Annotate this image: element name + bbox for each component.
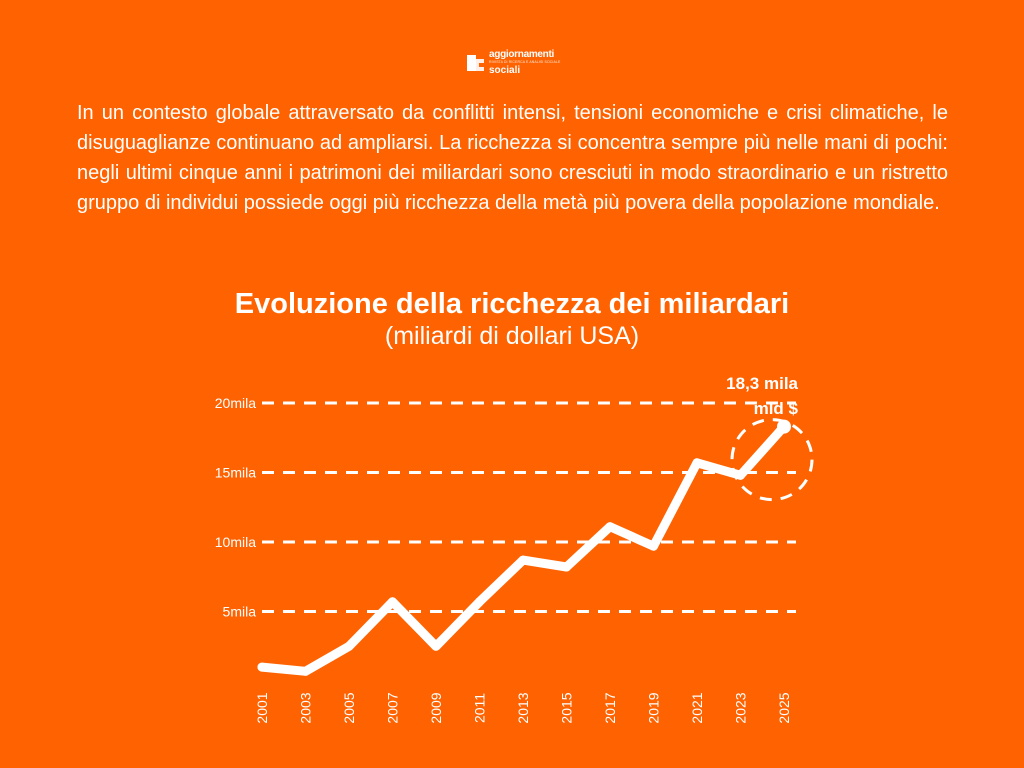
data-point xyxy=(736,470,745,480)
data-point xyxy=(605,522,615,532)
chart-subtitle: (miliardi di dollari USA) xyxy=(384,322,640,350)
data-point xyxy=(388,597,397,607)
data-point xyxy=(777,419,791,434)
highlight-ring xyxy=(730,418,814,502)
y-axis-ticks: 5mila 10mila 15mila 20mila xyxy=(215,395,256,620)
y-tick-label: 20mila xyxy=(215,395,256,411)
intro-paragraph: In un contesto globale attraversato da c… xyxy=(77,102,948,214)
data-point xyxy=(649,541,658,551)
chart-title: Evoluzione della ricchezza dei miliardar… xyxy=(234,288,790,320)
data-point xyxy=(518,555,528,565)
y-tick-label: 15mila xyxy=(215,465,256,481)
data-points xyxy=(257,419,791,676)
x-tick-label: 2015 xyxy=(559,692,575,723)
data-point xyxy=(431,641,441,651)
x-tick-label: 2001 xyxy=(254,692,270,723)
grid-lines xyxy=(262,401,796,613)
x-tick-label: 2003 xyxy=(298,692,314,723)
callout-value: 18,3 mila xyxy=(726,374,798,393)
x-tick-label: 2007 xyxy=(385,692,401,723)
logo-wordmark: aggiornamenti RIVISTA DI RICERCA E ANALI… xyxy=(489,50,560,76)
x-tick-label: 2021 xyxy=(689,692,705,723)
data-point xyxy=(692,458,702,468)
callout-unit: mld $ xyxy=(754,399,799,418)
x-tick-label: 2023 xyxy=(733,692,749,723)
x-tick-label: 2005 xyxy=(341,692,357,723)
data-point xyxy=(301,666,310,676)
logo-line1: aggiornamenti xyxy=(489,49,554,60)
x-tick-label: 2017 xyxy=(602,692,618,723)
data-point xyxy=(257,662,267,672)
y-tick-label: 10mila xyxy=(215,534,256,550)
data-point xyxy=(344,641,354,651)
x-tick-label: 2011 xyxy=(472,693,488,723)
x-tick-label: 2025 xyxy=(776,692,792,723)
publisher-logo: aggiornamenti RIVISTA DI RICERCA E ANALI… xyxy=(466,50,560,76)
y-tick-label: 5mila xyxy=(223,604,257,620)
logo-subtitle: RIVISTA DI RICERCA E ANALISI SOCIALE xyxy=(489,60,561,64)
data-point xyxy=(475,597,484,607)
x-tick-label: 2019 xyxy=(646,692,662,723)
x-tick-label: 2009 xyxy=(428,692,444,723)
series-line xyxy=(257,422,789,676)
logo-mark-icon xyxy=(467,54,484,71)
x-axis-ticks: 2001 2003 2005 2007 2009 2011 2013 2015 2017 2019… xyxy=(254,692,792,723)
logo-line2: sociali xyxy=(489,64,521,76)
data-point xyxy=(562,562,571,572)
x-tick-label: 2013 xyxy=(515,692,531,723)
